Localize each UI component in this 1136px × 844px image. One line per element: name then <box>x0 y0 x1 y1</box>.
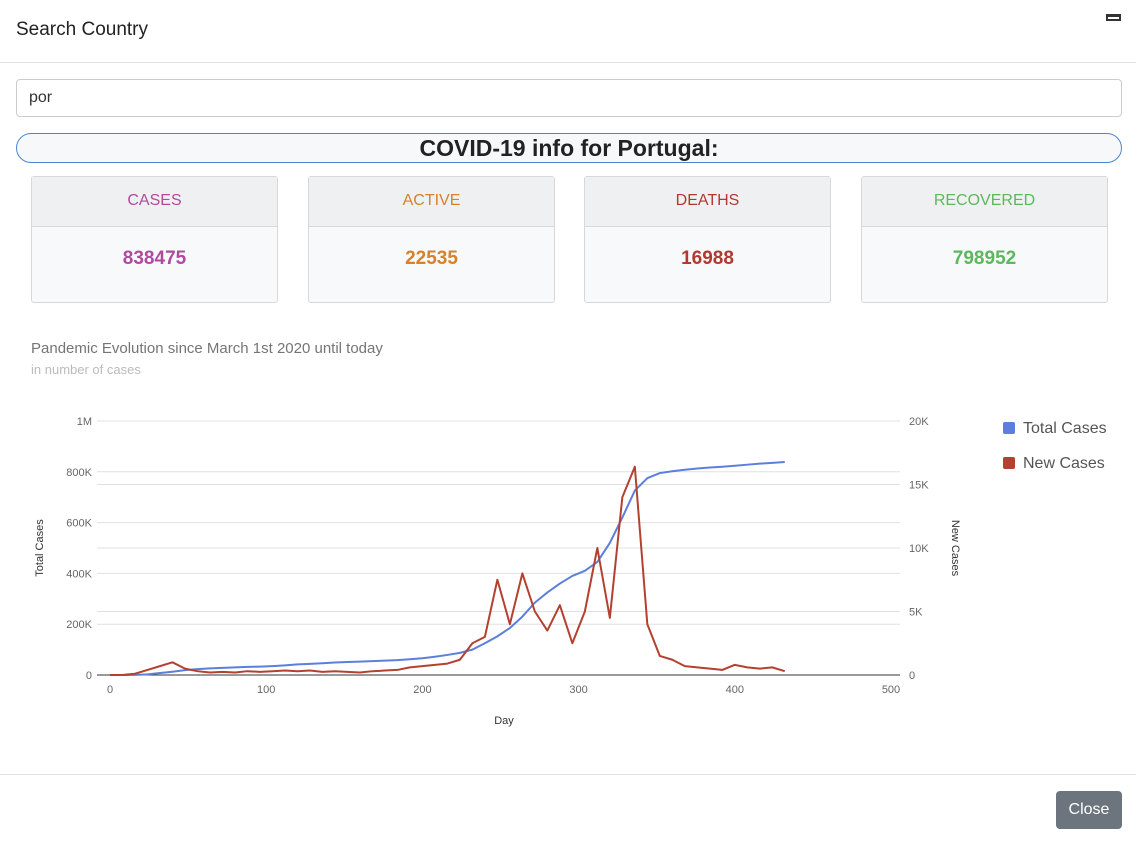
y2-tick-label: 20K <box>909 416 929 428</box>
chart: Pandemic Evolution since March 1st 2020 … <box>31 340 1107 727</box>
chart-subtitle: in number of cases <box>31 362 141 377</box>
search-input[interactable]: por <box>16 79 1122 117</box>
stat-card: RECOVERED 798952 <box>861 176 1108 303</box>
close-button[interactable]: Close <box>1056 791 1122 829</box>
legend-swatch <box>1003 422 1015 434</box>
legend-swatch <box>1003 457 1015 469</box>
y-tick-label: 200K <box>66 619 92 631</box>
stat-card: CASES 838475 <box>31 176 278 303</box>
minimize-button[interactable] <box>1106 14 1121 21</box>
y2-tick-label: 0 <box>909 670 915 682</box>
country-banner: COVID-19 info for Portugal: <box>16 133 1122 163</box>
line-series <box>110 461 785 676</box>
y-tick-label: 1M <box>77 416 92 428</box>
stat-value: 798952 <box>952 248 1017 269</box>
y-tick-label: 800K <box>66 467 92 479</box>
x-tick-label: 100 <box>257 684 275 696</box>
divider <box>0 774 1136 775</box>
stat-value: 838475 <box>122 248 187 269</box>
stat-card: DEATHS 16988 <box>584 176 831 303</box>
y-tick-label: 400K <box>66 568 92 580</box>
stat-label: ACTIVE <box>309 177 554 227</box>
stat-label: DEATHS <box>585 177 830 227</box>
stat-value: 16988 <box>681 248 734 269</box>
y2-tick-label: 5K <box>909 607 923 619</box>
divider <box>0 62 1136 63</box>
modal-title: Search Country <box>16 19 149 40</box>
y2-tick-label: 10K <box>909 543 929 555</box>
stat-label: RECOVERED <box>862 177 1107 227</box>
y-tick-label: 0 <box>86 670 92 682</box>
stat-value: 22535 <box>405 248 458 269</box>
x-axis-label: Day <box>494 715 514 727</box>
x-tick-label: 0 <box>107 684 113 696</box>
y2-axis-label: New Cases <box>949 520 961 577</box>
x-tick-label: 200 <box>413 684 431 696</box>
y-axis-label: Total Cases <box>34 519 46 577</box>
line-series <box>109 465 786 676</box>
x-tick-label: 500 <box>882 684 900 696</box>
legend-label: Total Cases <box>1023 420 1107 437</box>
chart-title: Pandemic Evolution since March 1st 2020 … <box>31 340 383 357</box>
x-tick-label: 300 <box>569 684 587 696</box>
x-tick-label: 400 <box>726 684 744 696</box>
legend-label: New Cases <box>1023 455 1105 472</box>
stat-card: ACTIVE 22535 <box>308 176 555 303</box>
stat-label: CASES <box>32 177 277 227</box>
y2-tick-label: 15K <box>909 480 929 492</box>
y-tick-label: 600K <box>66 518 92 530</box>
